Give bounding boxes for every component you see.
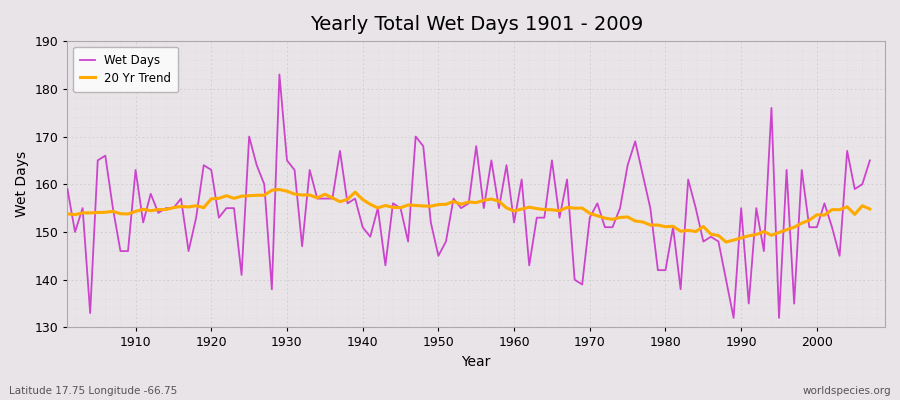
Title: Yearly Total Wet Days 1901 - 2009: Yearly Total Wet Days 1901 - 2009	[310, 15, 643, 34]
Wet Days	[637, 172, 648, 177]
Wet Days	[713, 239, 724, 244]
20 Yr Trend	[637, 220, 648, 224]
20 Yr Trend	[274, 187, 284, 192]
Wet Days	[675, 287, 686, 292]
Wet Days	[274, 72, 284, 77]
Wet Days	[788, 301, 799, 306]
Wet Days	[312, 196, 323, 201]
20 Yr Trend	[788, 225, 799, 230]
20 Yr Trend	[675, 229, 686, 234]
Text: Latitude 17.75 Longitude -66.75: Latitude 17.75 Longitude -66.75	[9, 386, 177, 396]
Text: worldspecies.org: worldspecies.org	[803, 386, 891, 396]
20 Yr Trend	[865, 206, 876, 211]
Line: Wet Days: Wet Days	[68, 74, 870, 318]
X-axis label: Year: Year	[462, 355, 490, 369]
Y-axis label: Wet Days: Wet Days	[15, 151, 29, 217]
Wet Days	[728, 316, 739, 320]
Wet Days	[62, 187, 73, 192]
Wet Days	[826, 225, 837, 230]
20 Yr Trend	[713, 233, 724, 238]
Wet Days	[865, 158, 876, 163]
20 Yr Trend	[721, 240, 732, 244]
20 Yr Trend	[826, 207, 837, 212]
Line: 20 Yr Trend: 20 Yr Trend	[68, 190, 870, 242]
20 Yr Trend	[312, 196, 323, 200]
Legend: Wet Days, 20 Yr Trend: Wet Days, 20 Yr Trend	[74, 47, 178, 92]
20 Yr Trend	[62, 212, 73, 216]
